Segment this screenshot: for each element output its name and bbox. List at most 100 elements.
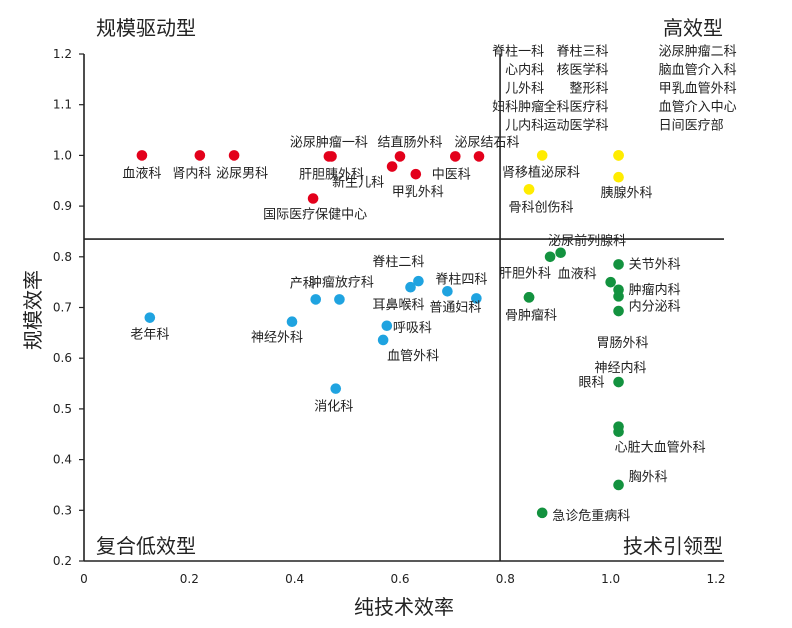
data-point [613, 150, 624, 161]
data-point [473, 151, 485, 162]
y-tick-label: 0.6 [53, 351, 72, 365]
point-label: 甲乳外科 [392, 185, 444, 200]
data-point [523, 184, 535, 195]
data-point [386, 161, 398, 172]
x-axis-title: 纯技术效率 [354, 595, 454, 619]
y-ticks: 0.2 0.3 0.4 0.5 0.6 0.7 0.8 0.9 1.0 1.1 1.2 [53, 47, 84, 568]
x-ticks: 0 0.2 0.4 0.6 0.8 1.0 1.2 [80, 572, 725, 586]
quadrant-label-bottom-right: 技术引领型 [623, 534, 723, 558]
point-label: 脊柱四科 [435, 272, 487, 287]
point-label: 普通妇科 [429, 299, 481, 315]
point-label: 泌尿前列腺科 [548, 233, 626, 249]
data-point [613, 305, 624, 317]
point-labels: 血液科 肾内科 泌尿男科泌尿肿瘤一科肝胆胰外科结直肠外科新生儿科甲乳外科中医科泌尿结… [122, 43, 736, 523]
point-label: 神经外科 [251, 331, 303, 346]
quadrant-label-top-right: 高效型 [663, 16, 723, 40]
x-tick-label: 0.4 [285, 572, 304, 586]
point-label: 胰腺外科 [601, 186, 653, 201]
point-label: 泌尿男科 [216, 166, 268, 181]
point-label: 老年科 [130, 328, 169, 343]
point-label: 肿瘤放疗科 [309, 274, 374, 290]
point-label: 脊柱二科 [372, 255, 424, 270]
data-point [555, 247, 566, 259]
data-point [605, 276, 616, 288]
point-label: 胃肠外科 [597, 336, 649, 351]
data-point [413, 275, 424, 287]
point-label: 血液科 [122, 166, 161, 181]
data-point [536, 507, 548, 519]
data-point [381, 320, 393, 332]
data-point [136, 150, 148, 161]
data-point [613, 376, 624, 388]
data-point [613, 259, 624, 270]
point-label: 骨科创伤科 [509, 200, 574, 215]
data-point [450, 151, 461, 162]
y-tick-label: 0.9 [53, 199, 72, 213]
point-label: 肿瘤内科 [629, 282, 681, 298]
x-tick-label: 1.2 [706, 572, 725, 586]
point-label: 急诊危重病科 [552, 508, 630, 524]
data-point [228, 150, 240, 161]
data-point [144, 312, 156, 323]
point-label: 中医科 [432, 167, 471, 182]
y-tick-label: 0.8 [53, 250, 72, 264]
point-label: 泌尿肿瘤一科 [290, 134, 368, 150]
point-label: 脊柱三科核医学科整形科全科医疗科运动医学科 [544, 44, 609, 133]
y-tick-label: 1.0 [53, 148, 72, 162]
y-tick-label: 0.2 [53, 554, 72, 568]
x-tick-label: 0.8 [496, 572, 515, 586]
point-label: 肝胆胰外科 [299, 167, 364, 182]
data-point [471, 293, 482, 304]
axes [83, 54, 724, 562]
data-point [405, 281, 416, 293]
data-point [523, 292, 535, 303]
point-label: 血管外科 [387, 349, 439, 364]
point-label: 结直肠外科 [377, 135, 442, 150]
data-point [310, 294, 322, 305]
quadrant-label-top-left: 规模驱动型 [96, 16, 196, 40]
point-label: 肾移植泌尿科 [502, 165, 580, 180]
data-point [536, 150, 548, 161]
point-label: 眼科 [579, 376, 605, 391]
data-point [330, 383, 342, 394]
point-label: 肝胆外科 [499, 266, 551, 281]
data-point [442, 285, 453, 297]
point-label: 新生儿科 [332, 175, 384, 191]
point-label: 消化科 [314, 400, 353, 415]
y-tick-label: 0.7 [53, 301, 72, 315]
point-label: 脊柱一科心内科儿外科妇科肿瘤儿内科 [492, 44, 544, 133]
x-tick-label: 1.0 [601, 572, 620, 586]
point-label: 产科 [290, 276, 316, 291]
y-tick-label: 1.2 [53, 47, 72, 61]
point-label: 心脏大血管外科 [615, 441, 706, 456]
point-label: 肾内科 [172, 165, 211, 181]
point-label: 血液科 [558, 267, 597, 282]
data-point [194, 150, 206, 161]
point-label: 关节外科 [629, 257, 681, 272]
data-point [613, 479, 624, 491]
point-label: 国际医疗保健中心 [263, 207, 367, 222]
data-point [613, 291, 624, 302]
data-point [394, 151, 406, 162]
data-point [544, 251, 556, 263]
point-label: 内分泌科 [629, 298, 681, 314]
x-tick-label: 0.6 [390, 572, 409, 586]
data-point [307, 193, 319, 204]
point-label: 神经内科 [595, 360, 647, 376]
x-tick-label: 0.2 [180, 572, 199, 586]
data-point [613, 171, 624, 183]
data-points [136, 150, 624, 519]
data-point [613, 426, 624, 438]
quadrant-label-bottom-left: 复合低效型 [96, 534, 196, 558]
data-point [326, 151, 337, 162]
y-tick-label: 1.1 [53, 98, 72, 112]
point-label: 泌尿结石科 [454, 135, 519, 150]
point-label: 呼吸科 [393, 321, 432, 336]
data-point [286, 316, 298, 327]
data-point [377, 334, 389, 346]
data-point [410, 168, 422, 180]
point-label: 骨肿瘤科 [505, 307, 557, 323]
point-label: 泌尿肿瘤二科脑血管介入科甲乳血管外科血管介入中心日间医疗部 [659, 43, 737, 133]
y-axis-title: 规模效率 [21, 270, 45, 350]
